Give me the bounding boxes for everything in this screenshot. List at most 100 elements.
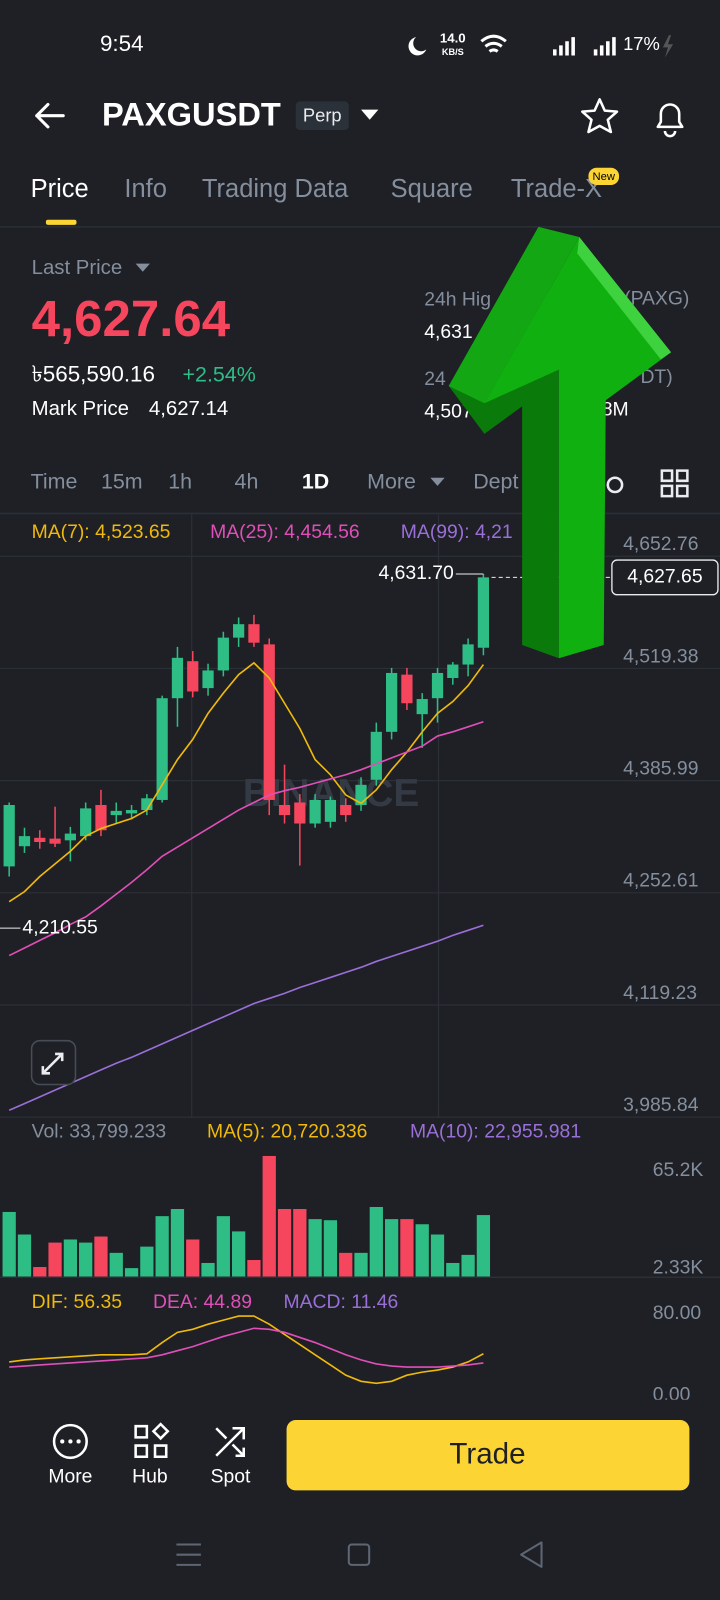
- notification-button[interactable]: [656, 103, 684, 138]
- macd-legend: DEA: 44.89: [153, 1291, 252, 1313]
- tab[interactable]: Info: [124, 175, 167, 203]
- candle-body: [370, 731, 382, 780]
- ma-line: [8, 924, 484, 1112]
- last-price-dropdown[interactable]: [135, 263, 150, 272]
- settings-button[interactable]: [606, 476, 624, 494]
- candle-body: [401, 674, 413, 704]
- stat-value: 4,507: [424, 401, 472, 423]
- interval[interactable]: 4h: [235, 469, 259, 493]
- ma-line: [8, 720, 484, 957]
- candle-body: [64, 833, 76, 841]
- candle-body: [263, 644, 275, 800]
- interval[interactable]: Dept: [473, 469, 518, 493]
- new-badge-bg: [588, 167, 620, 186]
- interval[interactable]: 15m: [101, 469, 143, 493]
- spot-icon: [215, 1426, 246, 1458]
- battery: 17%: [623, 33, 660, 54]
- trade-button[interactable]: [286, 1420, 690, 1491]
- macd-line: [9, 1327, 484, 1368]
- hub-icon: [134, 1422, 170, 1459]
- volume-bar: [216, 1216, 230, 1278]
- volume-bar: [247, 1260, 261, 1278]
- badge-bg: [295, 101, 349, 130]
- favorite-button[interactable]: [581, 98, 619, 134]
- macd-legend: DIF: 56.35: [32, 1291, 122, 1313]
- nav-button[interactable]: Hub: [132, 1465, 168, 1487]
- volume-bar: [2, 1211, 16, 1278]
- candle-body: [477, 577, 490, 648]
- volume-bar: [262, 1155, 276, 1278]
- arrow-highlight: [577, 237, 672, 360]
- candle-body: [95, 805, 107, 831]
- volume-legend: MA(5): 20,720.336: [207, 1121, 367, 1143]
- stat-unit: DT): [640, 366, 672, 388]
- candle-body: [3, 805, 15, 867]
- macd-line: [9, 1315, 484, 1385]
- volume-bar: [186, 1239, 200, 1278]
- volume-bar: [384, 1219, 399, 1278]
- nav-button[interactable]: Spot: [211, 1465, 251, 1487]
- stat-value: 4,631: [424, 321, 472, 343]
- volume-bar: [354, 1252, 368, 1278]
- symbol-dropdown[interactable]: [361, 109, 379, 120]
- candle-body: [18, 836, 31, 847]
- charging-icon: [662, 35, 674, 58]
- low-marker-label: 4,210.55: [22, 916, 97, 938]
- candle-body: [141, 798, 153, 811]
- local-price: ৳565,590.16: [32, 362, 155, 387]
- interval[interactable]: More: [367, 469, 416, 493]
- nav-back[interactable]: [520, 1541, 543, 1568]
- candle-body: [110, 810, 122, 816]
- candle-body: [80, 808, 92, 837]
- tab[interactable]: Trading Data: [202, 175, 349, 203]
- last-price: 4,627.64: [32, 290, 231, 347]
- candle-body: [462, 644, 474, 665]
- y-tick-label: 3,985.84: [623, 1094, 699, 1116]
- tab[interactable]: Trade-X: [511, 175, 602, 203]
- volume-bar: [476, 1215, 491, 1278]
- interval[interactable]: 1D: [302, 469, 329, 493]
- layout-button[interactable]: [660, 469, 689, 498]
- legend-entry: MA(25): 4,454.56: [210, 521, 360, 543]
- candle-body: [233, 624, 245, 638]
- candle-body: [447, 664, 459, 679]
- tab[interactable]: Square: [391, 175, 473, 203]
- back-button[interactable]: [35, 102, 65, 129]
- candle-body: [125, 810, 138, 814]
- candle-body: [187, 661, 199, 692]
- volume-bar: [201, 1262, 215, 1278]
- volume-bar: [63, 1239, 77, 1278]
- panel: BINANCE: [0, 514, 720, 1119]
- more-dropdown[interactable]: [430, 477, 445, 486]
- volume-bar: [461, 1254, 475, 1278]
- signal-icon: [553, 37, 616, 56]
- candle-body: [278, 805, 291, 816]
- volume-bar: [109, 1252, 123, 1278]
- candle-body: [355, 784, 367, 806]
- current-price-box: [611, 559, 719, 596]
- interval[interactable]: 1h: [168, 469, 192, 493]
- candle-body: [340, 805, 352, 816]
- macd-legend: MACD: 11.46: [284, 1291, 399, 1313]
- nav-button[interactable]: More: [48, 1465, 92, 1487]
- y-tick-label: 65.2K: [653, 1159, 704, 1181]
- nav-home[interactable]: [347, 1543, 371, 1566]
- badge: Perp: [303, 105, 342, 126]
- change: +2.54%: [183, 362, 256, 386]
- tab-indicator: [45, 219, 77, 225]
- candle-body: [202, 670, 214, 689]
- nav-menu[interactable]: [176, 1543, 201, 1566]
- tab[interactable]: Price: [31, 175, 89, 203]
- arrow-top: [448, 226, 580, 404]
- more-icon: [52, 1423, 88, 1460]
- stat-value: 8M: [602, 399, 629, 421]
- wifi-icon: [480, 34, 507, 53]
- candle-body: [431, 672, 444, 699]
- current-price-label: 4,627.65: [627, 565, 702, 587]
- candle-body: [217, 637, 229, 671]
- legend-entry: MA(99): 4,21: [401, 521, 513, 543]
- volume-bar: [170, 1209, 185, 1278]
- interval[interactable]: Time: [31, 469, 78, 493]
- y-tick-label: 4,519.38: [623, 645, 698, 667]
